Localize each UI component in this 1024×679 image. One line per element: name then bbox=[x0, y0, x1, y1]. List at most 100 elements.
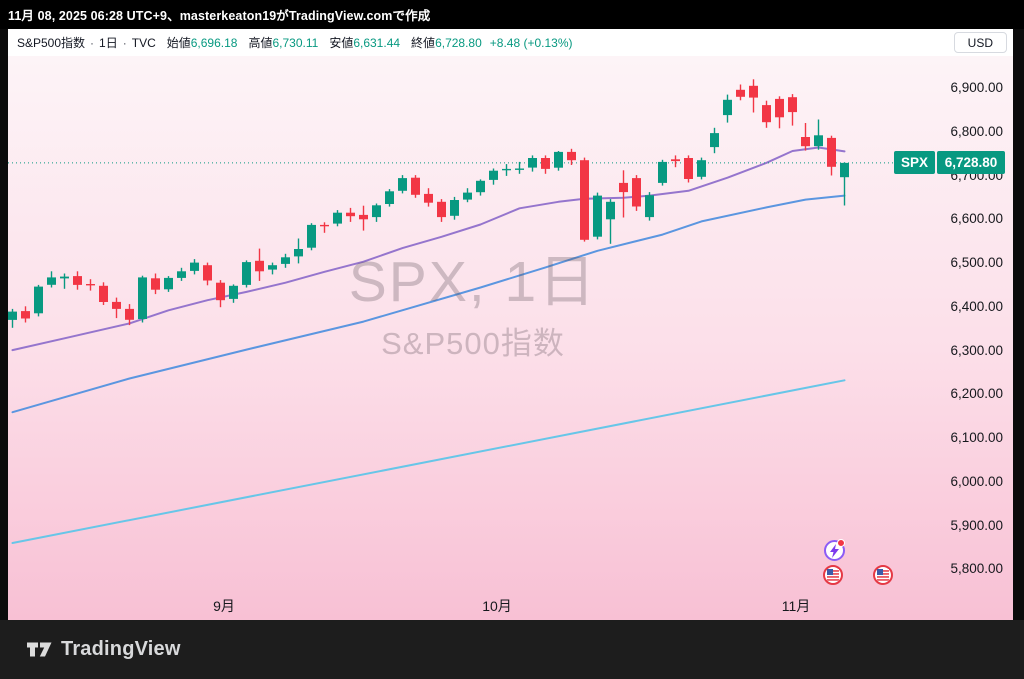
candle-08-18 bbox=[86, 279, 95, 291]
notification-dot bbox=[837, 539, 845, 547]
candle-09-25 bbox=[437, 199, 446, 222]
candle-08-14 bbox=[60, 273, 69, 289]
price-tick-label: 6,500.00 bbox=[950, 255, 1003, 270]
candle-08-27 bbox=[177, 267, 186, 281]
tradingview-logo-text[interactable]: TradingView bbox=[61, 638, 181, 660]
time-tick-label: 9月 bbox=[213, 598, 235, 614]
candle-09-24 bbox=[424, 188, 433, 207]
interval-label[interactable]: 1日 bbox=[99, 36, 118, 50]
candle-09-03 bbox=[229, 284, 238, 303]
candle-10-01 bbox=[489, 168, 498, 185]
candle-08-15 bbox=[73, 271, 82, 290]
price-chart-canvas[interactable] bbox=[8, 56, 1013, 620]
economic-events-icon[interactable] bbox=[824, 539, 845, 561]
candle-11-07 bbox=[840, 162, 849, 206]
candle-11-04 bbox=[801, 123, 810, 151]
candle-09-19 bbox=[385, 189, 394, 207]
price-tick-label: 6,800.00 bbox=[950, 124, 1003, 139]
candle-10-17 bbox=[645, 192, 654, 221]
candle-09-09 bbox=[281, 253, 290, 268]
price-tick-label: 6,200.00 bbox=[950, 386, 1003, 401]
price-tick-label: 6,100.00 bbox=[950, 430, 1003, 445]
candle-08-20 bbox=[112, 297, 121, 319]
candle-09-29 bbox=[463, 188, 472, 203]
candle-10-31 bbox=[775, 96, 784, 129]
candle-10-13 bbox=[593, 192, 602, 240]
price-tick-label: 6,600.00 bbox=[950, 211, 1003, 226]
price-tick-label: 6,000.00 bbox=[950, 474, 1003, 489]
candle-11-06 bbox=[827, 135, 836, 176]
price-tick-label: 6,900.00 bbox=[950, 80, 1003, 95]
candle-09-22 bbox=[398, 175, 407, 194]
candle-10-22 bbox=[684, 155, 693, 183]
separator: · bbox=[90, 35, 95, 50]
price-tick-label: 6,300.00 bbox=[950, 343, 1003, 358]
price-tick-label: 5,800.00 bbox=[950, 561, 1003, 576]
attribution-text: 11月 08, 2025 06:28 UTC+9、masterkeaton19が… bbox=[8, 9, 431, 23]
badge-price: 6,728.80 bbox=[937, 151, 1005, 174]
symbol-title[interactable]: S&P500指数 bbox=[17, 36, 86, 50]
candle-10-07 bbox=[541, 155, 550, 174]
candle-10-16 bbox=[632, 175, 641, 211]
candle-10-15 bbox=[619, 170, 628, 218]
candle-08-26 bbox=[164, 276, 173, 292]
lightning-bolt-icon bbox=[830, 543, 839, 558]
mid-ma-line bbox=[11, 194, 846, 414]
candle-09-10 bbox=[294, 238, 303, 264]
candle-08-22 bbox=[138, 275, 147, 323]
attribution-bar: 11月 08, 2025 06:28 UTC+9、masterkeaton19が… bbox=[0, 0, 1024, 29]
candle-10-03 bbox=[515, 161, 524, 174]
candle-09-12 bbox=[320, 222, 329, 233]
us-flag-icon bbox=[827, 569, 839, 581]
tradingview-logo-icon[interactable] bbox=[27, 641, 52, 658]
candle-10-21 bbox=[671, 155, 680, 168]
candle-09-15 bbox=[333, 210, 342, 227]
candle-08-21 bbox=[125, 304, 134, 326]
candle-10-24 bbox=[710, 127, 719, 154]
candle-09-11 bbox=[307, 223, 316, 251]
price-tick-label: 5,900.00 bbox=[950, 518, 1003, 533]
chart-region[interactable]: SPX, 1日 S&P500指数 SPX 6,728.80 bbox=[8, 56, 1013, 620]
time-tick-label: 10月 bbox=[482, 598, 512, 614]
candle-09-16 bbox=[346, 207, 355, 222]
candle-10-30 bbox=[762, 100, 771, 128]
symbol-header: S&P500指数 · 1日 · TVC 始値6,696.18 高値6,730.1… bbox=[8, 29, 1013, 56]
slow-ma-line bbox=[11, 379, 846, 544]
candle-09-02 bbox=[216, 280, 225, 308]
candle-09-08 bbox=[268, 262, 277, 275]
badge-symbol: SPX bbox=[894, 151, 935, 174]
candle-10-28 bbox=[736, 84, 745, 101]
candle-10-20 bbox=[658, 159, 667, 186]
candle-08-13 bbox=[47, 271, 56, 288]
footer-bar: TradingView bbox=[0, 620, 1024, 679]
candle-09-23 bbox=[411, 175, 420, 198]
us-flag-event-icon[interactable] bbox=[823, 565, 843, 585]
candle-10-09 bbox=[567, 148, 576, 165]
candle-09-04 bbox=[242, 260, 251, 288]
candle-09-26 bbox=[450, 196, 459, 220]
change-value: +8.48 (+0.13%) bbox=[489, 35, 573, 50]
currency-unit-button[interactable]: USD bbox=[953, 32, 1007, 53]
candle-10-08 bbox=[554, 151, 563, 171]
candle-10-10 bbox=[580, 157, 589, 242]
candle-11-03 bbox=[788, 94, 797, 126]
candle-10-06 bbox=[528, 155, 537, 172]
separator: · bbox=[122, 35, 127, 50]
price-tick-label: 6,400.00 bbox=[950, 299, 1003, 314]
candle-09-18 bbox=[372, 203, 381, 222]
candle-10-02 bbox=[502, 164, 511, 176]
last-price-badge[interactable]: SPX 6,728.80 bbox=[894, 151, 1005, 174]
candle-09-30 bbox=[476, 179, 485, 196]
candle-08-11 bbox=[21, 306, 30, 323]
us-flag-event-icon[interactable] bbox=[873, 565, 893, 585]
candle-08-12 bbox=[34, 284, 43, 317]
candle-11-05 bbox=[814, 119, 823, 150]
candle-08-19 bbox=[99, 282, 108, 305]
fast-ma-line bbox=[11, 146, 846, 352]
exchange-label: TVC bbox=[131, 35, 156, 50]
us-flag-icon bbox=[877, 569, 889, 581]
candle-08-28 bbox=[190, 259, 199, 275]
open-value: 始値6,696.18 bbox=[166, 36, 238, 50]
candle-10-23 bbox=[697, 157, 706, 180]
candle-08-25 bbox=[151, 273, 160, 295]
